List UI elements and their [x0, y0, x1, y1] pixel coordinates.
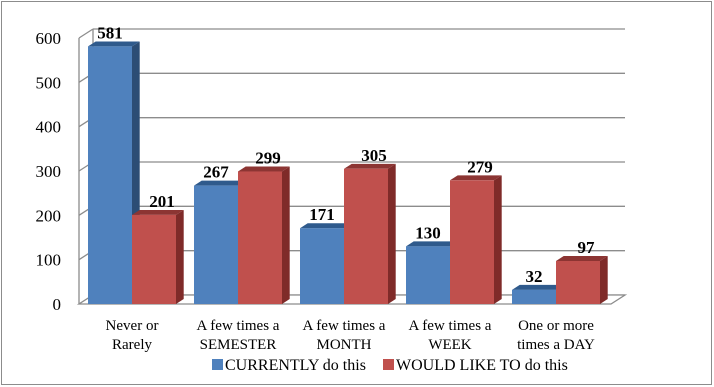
bar-1-4	[556, 260, 600, 304]
data-label-0-0: 581	[97, 23, 123, 42]
bar-1-3	[450, 180, 494, 304]
bar-0-1	[194, 185, 238, 304]
x-tick-label-0: Never or Rarely	[106, 318, 159, 353]
bar-side-1-0	[176, 209, 184, 304]
x-tick-label-2: A few times a MONTH	[303, 318, 386, 353]
data-label-1-3: 279	[467, 157, 493, 176]
y-tick-label-600: 600	[36, 29, 62, 48]
x-tick-label-1: A few times a SEMESTER	[197, 318, 280, 353]
data-label-0-2: 171	[309, 205, 335, 224]
bar-0-4	[512, 289, 556, 304]
data-label-1-2: 305	[361, 146, 387, 165]
gridline-side-600	[78, 28, 94, 39]
bar-1-0	[132, 214, 176, 304]
bar-top-0-4	[512, 284, 564, 290]
bar-side-1-3	[494, 175, 502, 304]
x-tick-label-4: One or more times a DAY	[517, 318, 595, 353]
bar-top-0-1	[194, 180, 246, 186]
legend-label-0: CURRENTLY do this	[225, 357, 366, 374]
bar-top-0-3	[406, 241, 458, 247]
bar-0-2	[300, 228, 344, 304]
bar-top-1-0	[132, 209, 184, 215]
bar-top-0-0	[88, 41, 140, 47]
bar-side-1-2	[388, 163, 396, 304]
y-tick-label-300: 300	[36, 162, 62, 181]
bar-side-1-4	[600, 256, 608, 304]
bar-side-1-1	[282, 166, 290, 304]
y-tick-label-0: 0	[53, 295, 62, 314]
data-label-1-1: 299	[255, 148, 281, 167]
bar-0-0	[88, 46, 132, 304]
bar-1-1	[238, 171, 282, 304]
bar-top-1-2	[344, 163, 396, 169]
legend-swatch-0	[212, 359, 223, 370]
y-tick-label-400: 400	[36, 118, 62, 137]
bar-top-0-2	[300, 223, 352, 229]
data-label-1-0: 201	[149, 192, 175, 211]
bar-0-3	[406, 246, 450, 304]
data-label-1-4: 97	[578, 238, 596, 257]
data-label-0-3: 130	[415, 223, 441, 242]
y-tick-label-100: 100	[36, 251, 62, 270]
y-tick-label-200: 200	[36, 206, 62, 225]
bar-top-1-1	[238, 166, 290, 172]
bar-1-2	[344, 168, 388, 304]
x-tick-label-3: A few times a WEEK	[409, 318, 492, 353]
data-label-0-4: 32	[526, 267, 543, 286]
data-label-0-1: 267	[203, 163, 229, 182]
bar-top-1-3	[450, 175, 502, 181]
legend-label-1: WOULD LIKE TO do this	[396, 357, 568, 374]
legend-swatch-1	[383, 359, 394, 370]
y-tick-label-500: 500	[36, 73, 62, 92]
bar-top-1-4	[556, 256, 608, 261]
